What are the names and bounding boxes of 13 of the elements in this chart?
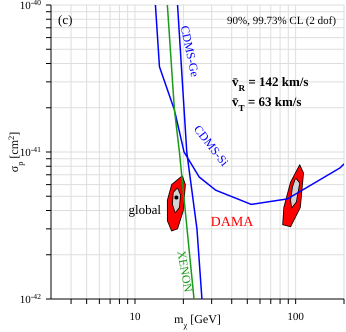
annotation: v̄$_{R}$ = 142 km/s — [232, 74, 308, 93]
x-axis-title: m$_{χ}$ [GeV] — [174, 312, 221, 330]
x-tick-label: 100 — [287, 311, 304, 323]
text: CDMS-Ge — [178, 24, 202, 78]
annotation: 90%, 99.73% CL (2 dof) — [227, 15, 336, 27]
x-tick-label: 10 — [129, 311, 141, 323]
annotation: (c) — [58, 12, 72, 27]
annotation: global — [128, 202, 162, 217]
text: XENON — [174, 249, 196, 294]
y-tick-label: 10$^{-42}$ — [20, 292, 42, 306]
y-tick-label: 10$^{-41}$ — [20, 144, 42, 159]
annotation: v̄$_{T}$ = 63 km/s — [232, 94, 302, 113]
series-label: DAMA — [210, 215, 254, 230]
